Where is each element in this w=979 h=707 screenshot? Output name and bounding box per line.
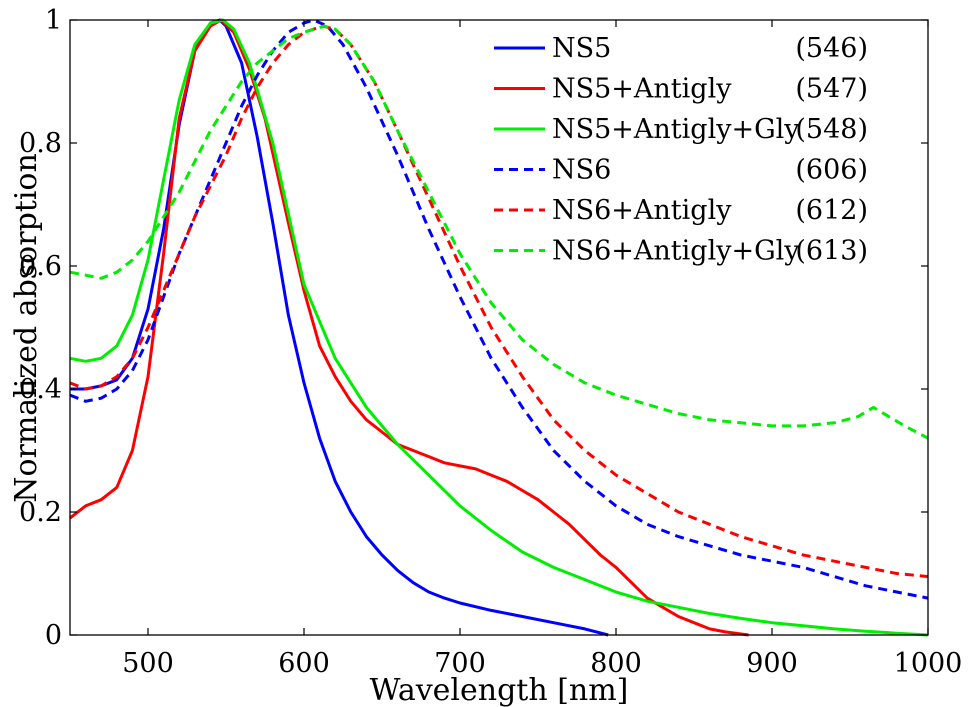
- axis-ticks: 500 600 700 800 900 1000 0 0.2 0.4 0.6 0.8 1: [19, 5, 962, 679]
- legend: NS5 (546)NS5+Antigly (547)NS5+Antigly+Gly(…: [494, 33, 868, 267]
- x-tick-label: 500: [122, 648, 174, 679]
- y-tick-label: 0.8: [19, 128, 62, 159]
- x-tick-label: 900: [746, 648, 798, 679]
- series-line-ns5-plus-antigly: [69, 18, 749, 637]
- legend-peak-ns5-plus-antigly: (547): [795, 74, 868, 105]
- x-axis-label: Wavelength [nm]: [370, 673, 629, 707]
- series-line-ns5: [70, 18, 609, 637]
- legend-label-ns6-plus-antigly: NS6+Antigly: [552, 195, 732, 226]
- plot-frame: [69, 19, 929, 636]
- legend-peak-ns6: (606): [795, 155, 868, 186]
- series-layer: [69, 18, 929, 637]
- legend-peak-ns6-plus-antigly-plus-gly: (613): [795, 236, 868, 267]
- legend-label-ns5: NS5: [552, 33, 611, 64]
- y-tick-label: 0.6: [19, 251, 62, 282]
- x-tick-label: 1000: [894, 648, 963, 679]
- series-line-ns6: [69, 18, 929, 600]
- series-line-ns6-plus-antigly-plus-gly: [69, 24, 929, 440]
- legend-peak-ns5: (546): [795, 33, 868, 64]
- legend-peak-ns5-plus-antigly-plus-gly: (548): [795, 114, 868, 145]
- x-tick-label: 700: [434, 648, 486, 679]
- legend-label-ns6: NS6: [552, 155, 611, 186]
- series-line-ns5-plus-antigly-plus-gly: [69, 18, 929, 637]
- y-tick-label: 1: [45, 5, 62, 36]
- x-tick-label: 600: [278, 648, 330, 679]
- x-tick-label: 800: [590, 648, 642, 679]
- y-axis-label: Normalized absorption: [9, 153, 44, 503]
- legend-label-ns5-plus-antigly: NS5+Antigly: [552, 74, 732, 105]
- y-tick-label: 0.4: [19, 374, 62, 405]
- legend-label-ns5-plus-antigly-plus-gly: NS5+Antigly+Gly: [552, 114, 800, 145]
- series-line-ns6-plus-antigly: [69, 24, 929, 579]
- legend-label-ns6-plus-antigly-plus-gly: NS6+Antigly+Gly: [552, 236, 800, 267]
- y-tick-label: 0.2: [19, 497, 62, 528]
- y-tick-label: 0: [45, 620, 62, 651]
- legend-peak-ns6-plus-antigly: (612): [795, 195, 868, 226]
